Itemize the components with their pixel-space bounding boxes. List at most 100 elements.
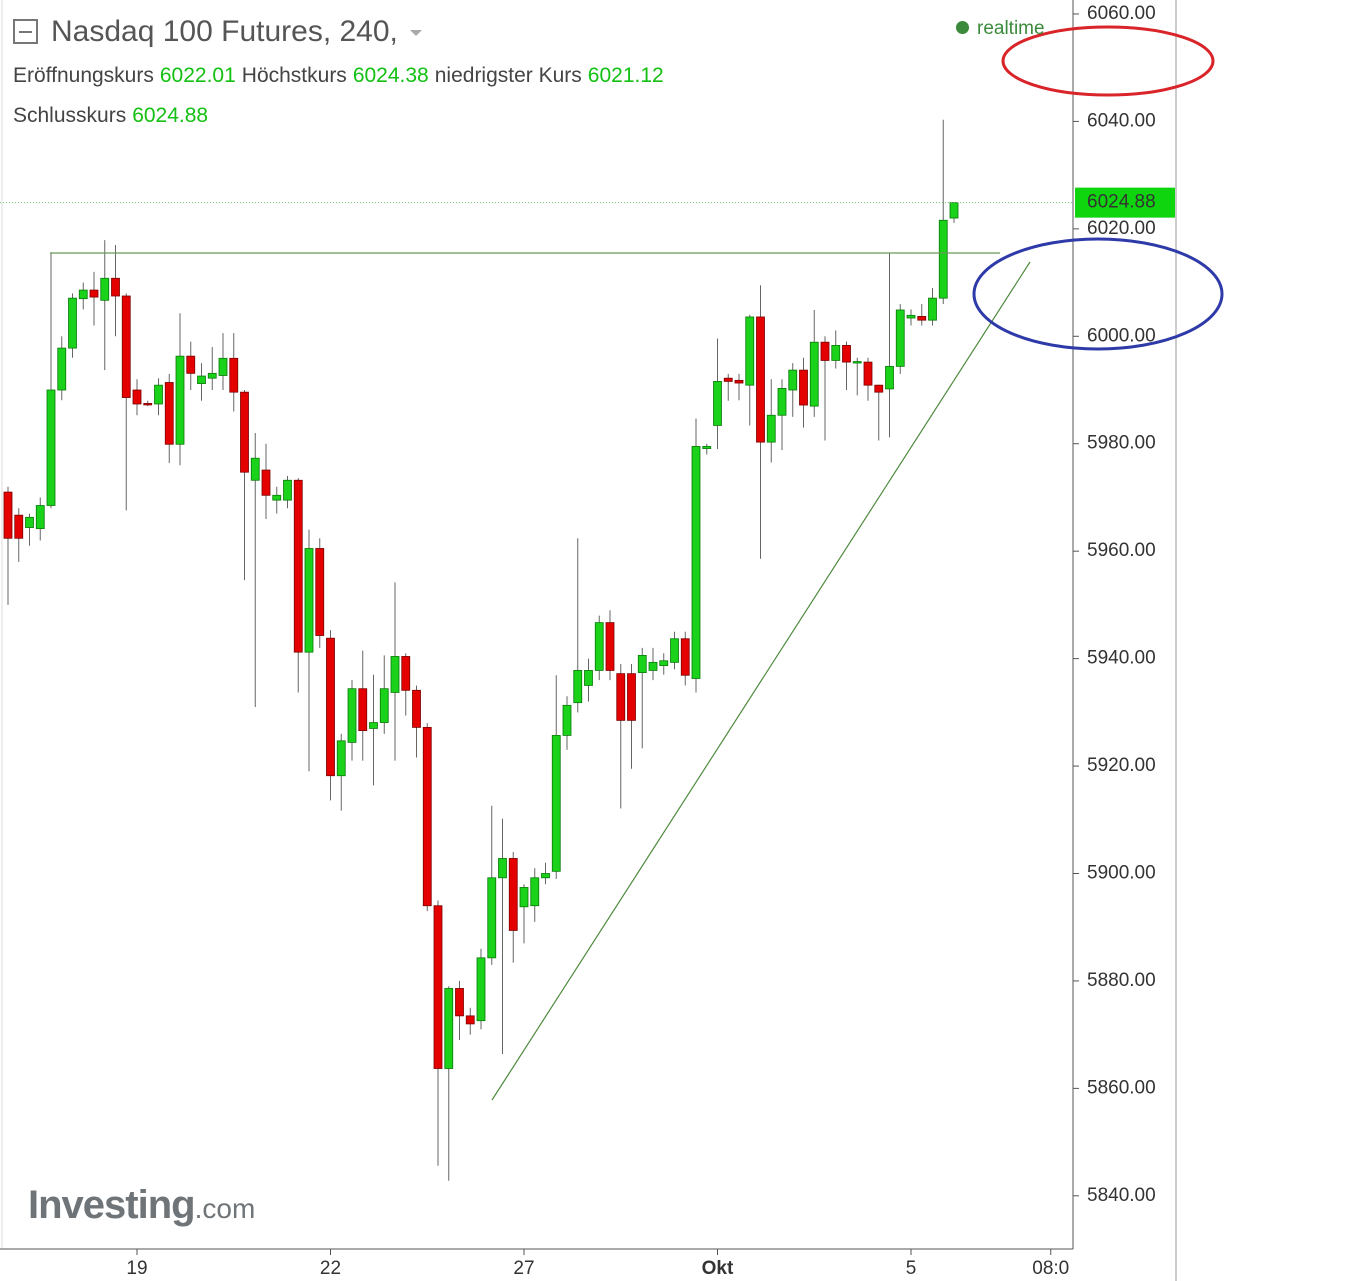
candle-body xyxy=(283,479,292,501)
y-tick-label: 5840.00 xyxy=(1087,1185,1156,1206)
candle-body xyxy=(465,1015,475,1025)
candle-body xyxy=(250,457,260,481)
realtime-status: realtime xyxy=(956,18,1045,40)
candle-body xyxy=(358,688,368,731)
candle-body xyxy=(627,673,636,721)
candle-body xyxy=(121,295,131,398)
candle-body xyxy=(928,297,937,321)
candle-body xyxy=(412,689,421,728)
candle-body xyxy=(35,505,45,530)
candle-body xyxy=(820,341,830,361)
stat-value: 6021.12 xyxy=(587,64,664,87)
candle-body xyxy=(240,391,249,473)
candle-body xyxy=(57,347,67,391)
title-row: Nasdaq 100 Futures, 240, xyxy=(13,10,670,54)
x-tick-label: 22 xyxy=(320,1258,341,1279)
candle-body xyxy=(938,219,948,299)
candle-body xyxy=(949,202,959,219)
candle-body xyxy=(25,516,34,528)
candle-body xyxy=(874,384,884,393)
candle-body xyxy=(186,355,196,374)
candle-body xyxy=(702,446,712,449)
candle-body xyxy=(164,382,174,445)
stat-label: Höchstkurs xyxy=(241,64,347,87)
x-tick-label: 19 xyxy=(126,1258,147,1279)
candle-body xyxy=(132,389,142,405)
candle-body xyxy=(788,369,798,391)
status-dot xyxy=(956,21,969,34)
y-tick-label: 5940.00 xyxy=(1087,648,1156,669)
candle-body xyxy=(809,341,819,407)
candle-body xyxy=(551,735,561,872)
candle-body xyxy=(315,548,325,636)
last-price-box xyxy=(1075,187,1175,218)
y-tick-label: 5880.00 xyxy=(1087,970,1156,991)
candle-body xyxy=(852,361,862,364)
candle-body xyxy=(863,361,873,386)
candle-body xyxy=(304,548,314,653)
candle-body xyxy=(272,494,282,501)
candle-body xyxy=(917,316,927,321)
candle-body xyxy=(777,387,787,416)
status-text: realtime xyxy=(977,18,1045,39)
stat-label: Schlusskurs xyxy=(13,104,127,127)
candle-body xyxy=(207,372,217,379)
candle-body xyxy=(530,877,540,907)
candle-body xyxy=(670,638,679,663)
candle-body xyxy=(379,688,389,723)
candle-body xyxy=(616,673,626,721)
highlight-ellipse xyxy=(972,237,1224,351)
candle-body xyxy=(218,357,228,376)
candle-body xyxy=(723,377,733,382)
stat-value: 6024.88 xyxy=(132,104,209,127)
candle-body xyxy=(89,289,99,298)
candle-body xyxy=(369,722,378,729)
candle-body xyxy=(498,858,507,879)
y-tick-label: 5900.00 xyxy=(1087,863,1156,884)
candle-body xyxy=(261,469,271,496)
y-tick-label: 6000.00 xyxy=(1087,325,1156,346)
x-tick-label: 27 xyxy=(513,1258,534,1279)
candle-body xyxy=(594,622,604,671)
candle-body xyxy=(100,277,110,301)
dropdown-icon[interactable] xyxy=(406,22,430,42)
candle-body xyxy=(584,670,593,686)
candle-body xyxy=(46,389,56,506)
candle-body xyxy=(519,887,529,908)
candle-body xyxy=(541,873,550,879)
candle-body xyxy=(336,740,346,777)
candle-body xyxy=(713,381,722,426)
x-tick-label: Okt xyxy=(702,1258,734,1279)
candle-body xyxy=(401,656,411,691)
candle-body xyxy=(476,957,486,1022)
watermark-brand: Investing xyxy=(28,1183,196,1227)
candle-body xyxy=(842,345,851,363)
trend-line xyxy=(491,261,1031,1101)
stat-label: Eröffnungskurs xyxy=(13,64,154,87)
candle-body xyxy=(885,365,894,390)
candle-body xyxy=(68,297,77,349)
candle-body xyxy=(433,905,443,1069)
collapse-icon[interactable] xyxy=(13,19,39,45)
stats-row: Schlusskurs 6024.88 xyxy=(13,98,670,134)
stat-value: 6022.01 xyxy=(159,64,236,87)
candle-body xyxy=(906,314,916,319)
y-tick-label: 5960.00 xyxy=(1087,540,1156,561)
candle-body xyxy=(444,988,454,1069)
last-price-label: 6024.88 xyxy=(1087,192,1156,213)
candle-body xyxy=(78,289,88,300)
candle-body xyxy=(143,403,153,406)
candle-body xyxy=(691,446,701,679)
candle-body xyxy=(605,622,615,671)
candle-body xyxy=(347,688,357,743)
y-tick-label: 5920.00 xyxy=(1087,755,1156,776)
watermark: Investing.com xyxy=(28,1183,255,1228)
candle-body xyxy=(455,988,464,1017)
x-tick-label: 08:0 xyxy=(1032,1258,1069,1279)
candle-body xyxy=(487,877,497,959)
candle-body xyxy=(756,316,765,443)
axes: 5840.00 5860.00 5880.00 5900.00 5920.00 5940.… xyxy=(126,3,1175,1279)
candle-body xyxy=(562,704,572,736)
